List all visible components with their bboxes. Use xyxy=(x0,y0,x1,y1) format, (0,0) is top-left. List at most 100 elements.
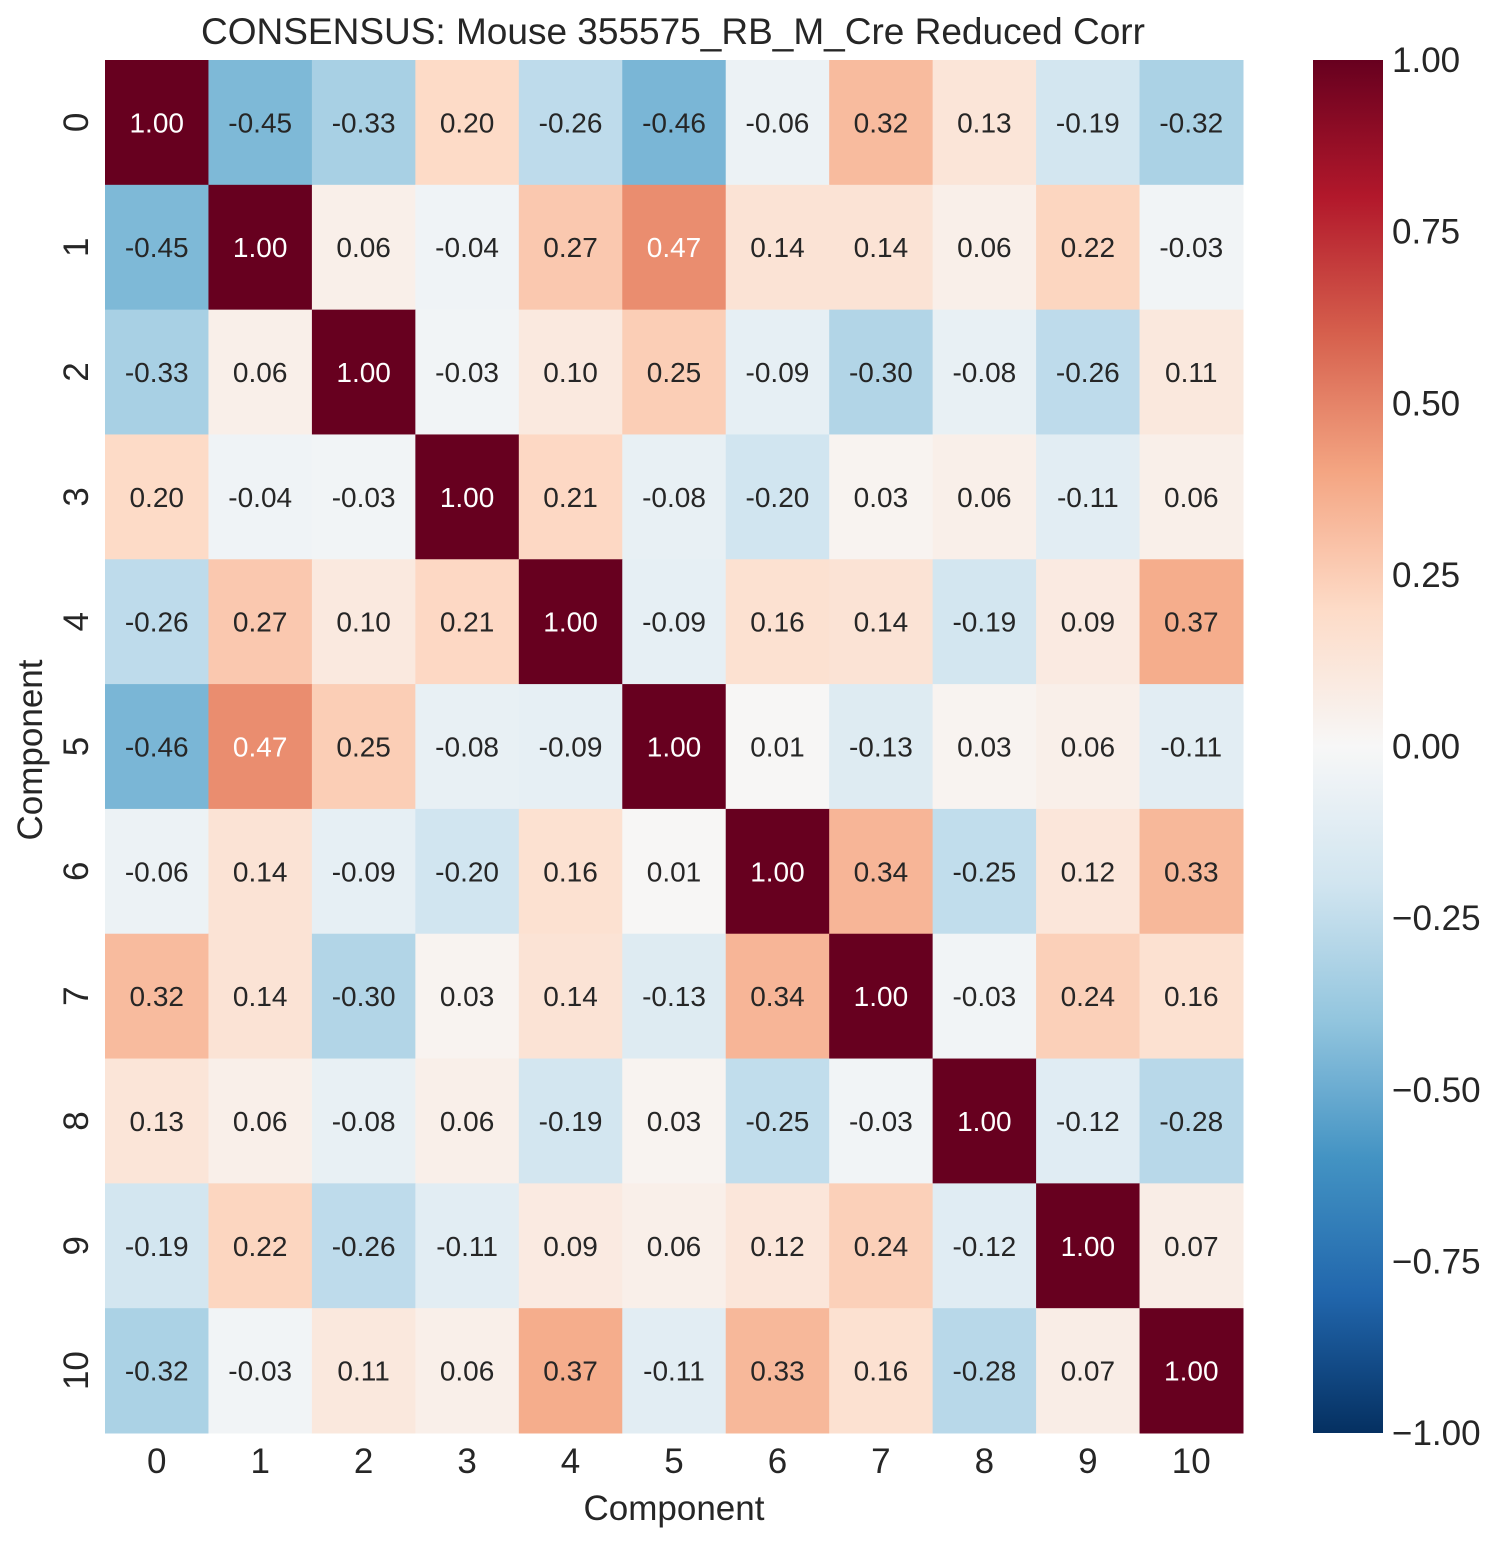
cell-annotation-6-6: 1.00 xyxy=(750,856,805,887)
heatmap-cell-5-5 xyxy=(622,684,727,810)
cell-annotation-1-8: 0.06 xyxy=(957,232,1012,263)
heatmap-cell-4-0 xyxy=(105,559,209,685)
y-tick-labels: 0 1 2 3 4 5 6 7 8 9 10 xyxy=(57,113,96,1390)
cell-annotation-3-5: -0.08 xyxy=(642,482,706,513)
y-tick-4: 4 xyxy=(57,612,96,631)
cell-annotation-9-7: 0.24 xyxy=(854,1231,909,1262)
cell-annotation-0-8: 0.13 xyxy=(957,107,1012,138)
cell-annotation-0-10: -0.32 xyxy=(1159,107,1223,138)
cell-annotation-1-5: 0.47 xyxy=(647,232,702,263)
heatmap-cell-8-7 xyxy=(829,1058,934,1184)
heatmap-cell-0-4 xyxy=(518,60,623,186)
heatmap-cell-3-0 xyxy=(105,434,209,560)
colorbar-tick: 0.75 xyxy=(1392,213,1460,252)
cell-annotation-6-5: 0.01 xyxy=(647,856,702,887)
x-tick-4: 4 xyxy=(561,1442,580,1481)
heatmap-cell-2-2 xyxy=(311,309,416,435)
cell-annotation-5-4: -0.09 xyxy=(539,732,603,763)
cell-annotation-10-3: 0.06 xyxy=(440,1356,495,1387)
heatmap-cell-7-5 xyxy=(622,933,727,1060)
heatmap-cell-5-10 xyxy=(1139,684,1244,810)
cell-annotation-10-8: -0.28 xyxy=(952,1356,1016,1387)
heatmap-cell-5-4 xyxy=(518,684,623,810)
heatmap-cell-10-3 xyxy=(415,1308,520,1434)
cell-annotation-5-7: -0.13 xyxy=(849,732,913,763)
cell-annotation-2-7: -0.30 xyxy=(849,357,913,388)
heatmap-cell-9-7 xyxy=(829,1183,934,1309)
heatmap-cell-9-2 xyxy=(311,1183,416,1309)
cell-annotation-9-10: 0.07 xyxy=(1164,1231,1219,1262)
y-tick-1: 1 xyxy=(57,237,96,256)
heatmap-cell-7-8 xyxy=(932,933,1037,1060)
heatmap-cell-2-7 xyxy=(829,309,934,435)
heatmap-cell-1-7 xyxy=(829,184,934,311)
cell-annotation-9-4: 0.09 xyxy=(543,1231,598,1262)
heatmap-cell-5-6 xyxy=(725,684,830,810)
heatmap-cell-8-9 xyxy=(1036,1058,1141,1184)
cell-annotation-2-5: 0.25 xyxy=(647,357,702,388)
heatmap-cell-5-8 xyxy=(932,684,1037,810)
heatmap-cell-7-6 xyxy=(725,933,830,1060)
cell-annotation-3-7: 0.03 xyxy=(854,482,909,513)
colorbar-tick: 0.50 xyxy=(1392,384,1460,423)
heatmap-cell-7-4 xyxy=(518,933,623,1060)
heatmap-cell-0-7 xyxy=(829,60,934,186)
y-tick-6: 6 xyxy=(57,862,96,881)
cell-annotation-9-8: -0.12 xyxy=(952,1231,1016,1262)
cell-annotation-3-9: -0.11 xyxy=(1057,482,1119,513)
cell-annotation-6-10: 0.33 xyxy=(1164,856,1219,887)
heatmap-cell-3-3 xyxy=(415,434,520,560)
cell-annotation-8-7: -0.03 xyxy=(849,1106,913,1137)
y-tick-8: 8 xyxy=(57,1111,96,1130)
cell-annotation-3-6: -0.20 xyxy=(746,482,810,513)
heatmap-cell-2-1 xyxy=(208,309,313,435)
x-tick-7: 7 xyxy=(871,1442,890,1481)
y-tick-5: 5 xyxy=(57,737,96,756)
cell-annotation-7-6: 0.34 xyxy=(750,981,805,1012)
heatmap-cell-0-9 xyxy=(1036,60,1141,186)
cell-annotation-4-9: 0.09 xyxy=(1061,607,1116,638)
cell-annotation-1-2: 0.06 xyxy=(336,232,391,263)
cell-annotation-4-1: 0.27 xyxy=(233,607,288,638)
heatmap-cell-6-9 xyxy=(1036,808,1141,935)
x-axis-label: Component xyxy=(584,1489,765,1528)
heatmap-cell-7-9 xyxy=(1036,933,1141,1060)
cell-annotation-8-0: 0.13 xyxy=(129,1106,184,1137)
x-tick-6: 6 xyxy=(768,1442,787,1481)
cell-annotation-9-1: 0.22 xyxy=(233,1231,288,1262)
cell-annotation-3-10: 0.06 xyxy=(1164,482,1219,513)
cell-annotation-7-7: 1.00 xyxy=(854,981,909,1012)
y-tick-3: 3 xyxy=(57,487,96,506)
heatmap-cell-0-1 xyxy=(208,60,313,186)
x-tick-5: 5 xyxy=(664,1442,683,1481)
colorbar xyxy=(1313,60,1383,1433)
cell-annotation-6-0: -0.06 xyxy=(125,856,189,887)
heatmap-cell-4-5 xyxy=(622,559,727,685)
heatmap-cell-9-1 xyxy=(208,1183,313,1309)
cell-annotation-7-8: -0.03 xyxy=(952,981,1016,1012)
heatmap-cell-7-7 xyxy=(829,933,934,1060)
heatmap-cell-7-0 xyxy=(105,933,209,1060)
cell-annotation-5-2: 0.25 xyxy=(336,732,391,763)
heatmap-cell-0-3 xyxy=(415,60,520,186)
heatmap-cell-5-3 xyxy=(415,684,520,810)
heatmap-cell-6-1 xyxy=(208,808,313,935)
cell-annotation-8-1: 0.06 xyxy=(233,1106,288,1137)
colorbar-tick: −0.25 xyxy=(1392,899,1481,938)
heatmap-cell-1-3 xyxy=(415,184,520,311)
cell-annotation-4-2: 0.10 xyxy=(336,607,391,638)
cell-annotation-7-3: 0.03 xyxy=(440,981,495,1012)
cell-annotation-1-1: 1.00 xyxy=(233,232,288,263)
heatmap-cell-3-6 xyxy=(725,434,830,560)
heatmap-cell-4-1 xyxy=(208,559,313,685)
y-tick-9: 9 xyxy=(57,1236,96,1255)
heatmap-cell-1-1 xyxy=(208,184,313,311)
heatmap-cell-6-0 xyxy=(105,808,209,935)
cell-annotation-6-3: -0.20 xyxy=(435,856,499,887)
cell-annotation-0-5: -0.46 xyxy=(642,107,706,138)
cell-annotation-0-2: -0.33 xyxy=(332,107,396,138)
cell-annotation-4-6: 0.16 xyxy=(750,607,805,638)
heatmap-cell-10-4 xyxy=(518,1308,623,1434)
cell-annotation-0-1: -0.45 xyxy=(228,107,292,138)
cell-annotation-4-4: 1.00 xyxy=(543,607,598,638)
